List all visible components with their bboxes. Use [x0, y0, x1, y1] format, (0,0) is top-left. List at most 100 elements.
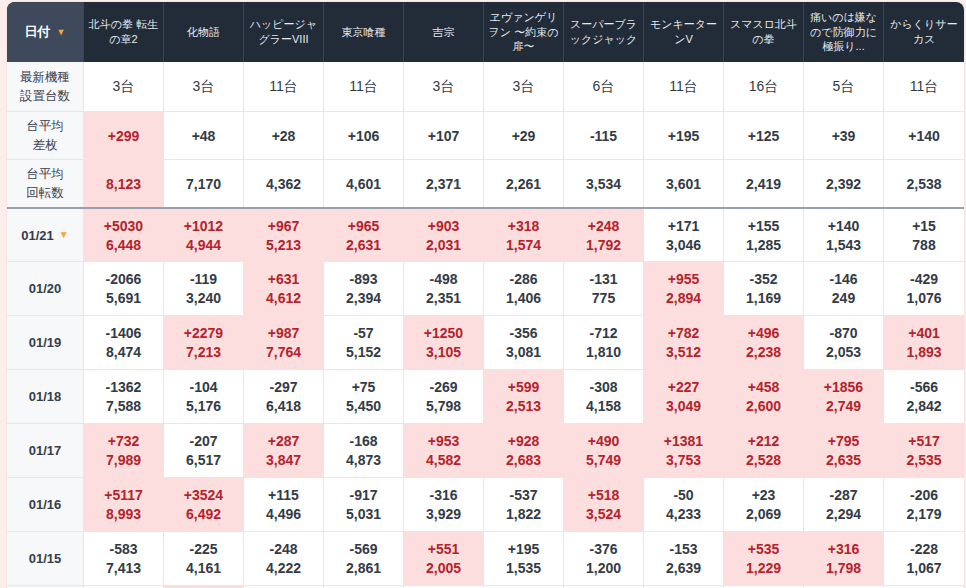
date-column-header[interactable]: 日付 ▼ [7, 2, 84, 62]
stat-value: 3台 [113, 78, 135, 96]
date-cell[interactable]: 01/17 [7, 424, 84, 477]
diff-value: +23 [752, 487, 776, 503]
stat-value: 11台 [269, 78, 298, 96]
machine-column-header[interactable]: ヱヴァンゲリヲン 〜約束の扉〜 [484, 2, 564, 62]
spin-count-value: 1,067 [906, 560, 941, 576]
spin-count-value: 7,413 [106, 560, 141, 576]
diff-value: -248 [269, 541, 297, 557]
date-cell[interactable]: 01/19 [7, 316, 84, 369]
result-cell: +22797,213 [164, 316, 244, 369]
result-cell: +4582,600 [724, 370, 804, 423]
date-cell[interactable]: 01/16 [7, 478, 84, 531]
stat-value-cell: 11台 [644, 62, 724, 111]
spin-count-value: 2,861 [346, 560, 381, 576]
date-cell[interactable]: 01/15 [7, 532, 84, 585]
stat-value-cell: +140 [884, 112, 964, 159]
result-cell: -3761,200 [564, 532, 644, 585]
machine-column-header[interactable]: 痛いのは嫌なので防御力に極振り... [804, 2, 884, 62]
diff-value: +782 [668, 325, 700, 341]
result-cell: +2481,792 [564, 209, 644, 261]
spin-count-value: 3,240 [186, 290, 221, 306]
result-cell: +4011,893 [884, 316, 964, 369]
diff-value: -50 [673, 487, 693, 503]
machine-column-header[interactable]: ハッピージャグラーVIII [244, 2, 324, 62]
spin-count-value: 1,543 [826, 237, 861, 253]
result-cell: +3161,798 [804, 532, 884, 585]
result-cell: +2273,049 [644, 370, 724, 423]
result-cell: -20665,691 [84, 262, 164, 315]
diff-value: +1250 [424, 325, 463, 341]
stat-value-cell: 11台 [884, 62, 964, 111]
date-label: 01/15 [29, 551, 62, 566]
stat-row-label-line: 差枚 [33, 136, 58, 154]
spin-count-value: 8,474 [106, 344, 141, 360]
stat-value-cell: 3台 [84, 62, 164, 111]
spin-count-value: 1,535 [506, 560, 541, 576]
spin-count-value: 1,076 [906, 290, 941, 306]
diff-value: -917 [349, 487, 377, 503]
diff-value: +5117 [104, 487, 143, 503]
table-row: 01/18-13627,588-1045,176-2976,418+755,45… [7, 369, 964, 423]
diff-value: +599 [508, 379, 540, 395]
diff-value: -712 [589, 325, 617, 341]
machine-column-header[interactable]: 東京喰種 [324, 2, 404, 62]
table-row: 01/17+7327,989-2076,517+2873,847-1684,87… [7, 423, 964, 477]
result-cell: -13627,588 [84, 370, 164, 423]
result-cell: +195 1,535 [484, 532, 564, 585]
date-cell[interactable]: 01/21▼ [7, 209, 84, 261]
result-cell: +35246,492 [164, 478, 244, 531]
result-cell: -504,233 [644, 478, 724, 531]
stat-value: +107 [428, 128, 460, 144]
result-cell: +9675,213 [244, 209, 324, 261]
result-cell: +10124,944 [164, 209, 244, 261]
diff-value: +5030 [104, 218, 143, 234]
result-cell: +755,450 [324, 370, 404, 423]
result-cell: +6314,612 [244, 262, 324, 315]
spin-count-value: 3,929 [426, 506, 461, 522]
date-cell[interactable]: 01/20 [7, 262, 84, 315]
stat-value: +28 [272, 128, 296, 144]
machine-column-header[interactable]: 化物語 [164, 2, 244, 62]
spin-count-value: 4,582 [426, 452, 461, 468]
result-cell: +7327,989 [84, 424, 164, 477]
result-cell: +4962,238 [724, 316, 804, 369]
spin-count-value: 3,105 [426, 344, 461, 360]
spin-count-value: 1,574 [506, 237, 541, 253]
result-cell: -2861,406 [484, 262, 564, 315]
spin-count-value: 1,200 [586, 560, 621, 576]
date-label: 01/19 [29, 335, 62, 350]
diff-value: +953 [428, 433, 460, 449]
result-cell: +953 4,582 [404, 424, 484, 477]
machine-column-header[interactable]: 吉宗 [404, 2, 484, 62]
spin-count-value: 2,069 [746, 506, 781, 522]
spin-count-value: 2,631 [346, 237, 381, 253]
spin-count-value: 2,842 [906, 398, 941, 414]
date-label: 01/20 [29, 281, 62, 296]
machine-column-header[interactable]: スーパーブラックジャック [564, 2, 644, 62]
diff-value: +195 [508, 541, 540, 557]
diff-value: -583 [109, 541, 137, 557]
machine-column-header[interactable]: からくりサーカス [884, 2, 964, 62]
stat-row-label: 最新機種設置台数 [7, 62, 84, 111]
spin-count-value: 3,512 [666, 344, 701, 360]
stat-value: +39 [832, 128, 856, 144]
machine-column-header-label: 北斗の拳 転生の章2 [87, 17, 160, 47]
stat-row-label-line: 回転数 [26, 184, 64, 202]
stat-value: 7,170 [186, 176, 221, 192]
stat-value-cell: 2,261 [484, 160, 564, 207]
result-cell: -2281,067 [884, 532, 964, 585]
result-cell: +5351,229 [724, 532, 804, 585]
spin-count-value: 4,944 [186, 237, 221, 253]
date-cell[interactable]: 01/18 [7, 370, 84, 423]
stat-value: 11台 [349, 78, 378, 96]
machine-column-header[interactable]: モンキーターンV [644, 2, 724, 62]
spin-count-value: 3,081 [506, 344, 541, 360]
machine-column-header[interactable]: 北斗の拳 転生の章2 [84, 2, 164, 62]
stat-value: 3,534 [586, 176, 621, 192]
spin-count-value: 788 [912, 237, 935, 253]
machine-column-header[interactable]: スマスロ北斗の拳 [724, 2, 804, 62]
stat-value-cell: +28 [244, 112, 324, 159]
machine-stats-table: 日付 ▼ 北斗の拳 転生の章2化物語ハッピージャグラーVIII東京喰種吉宗ヱヴァ… [7, 2, 964, 588]
spin-count-value: 8,993 [106, 506, 141, 522]
diff-value: -356 [509, 325, 537, 341]
